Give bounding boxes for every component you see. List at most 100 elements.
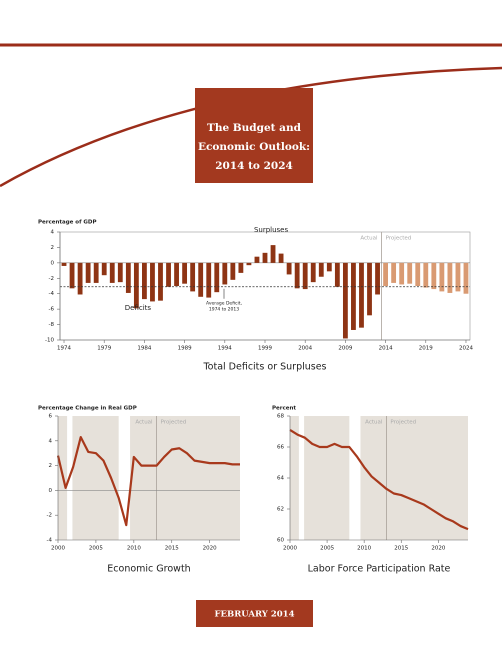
region-label: Actual (365, 420, 383, 426)
bar (61, 262, 67, 266)
y-axis-label: Percent (272, 406, 296, 412)
bar (214, 262, 220, 293)
bar (238, 262, 244, 273)
x-tick-label: 2015 (394, 546, 408, 552)
bar (278, 253, 284, 263)
annotation: Deficits (125, 304, 152, 312)
bar (246, 262, 252, 266)
bar (326, 262, 332, 272)
bar (150, 262, 155, 302)
bar (455, 262, 461, 292)
bar (270, 245, 276, 263)
x-tick-label: 2014 (379, 346, 393, 352)
bar (125, 262, 131, 293)
title-line: The Budget and (207, 122, 302, 134)
bar (367, 262, 372, 316)
data-line (56, 435, 240, 527)
recession-band (118, 416, 131, 540)
x-tick-label: 1989 (178, 346, 192, 352)
bar (302, 262, 308, 290)
region-label: Projected (161, 420, 187, 426)
bar (174, 262, 179, 286)
x-tick-label: 2005 (320, 546, 334, 552)
y-tick-label: -4 (49, 291, 55, 297)
bar (254, 256, 260, 263)
bar (310, 262, 316, 283)
bar (182, 262, 188, 284)
x-tick-label: 1984 (137, 346, 151, 352)
x-tick-label: 1999 (258, 346, 272, 352)
bar (85, 262, 91, 283)
bar (77, 262, 83, 295)
bar (318, 262, 324, 277)
bar (158, 262, 163, 301)
bar (342, 262, 348, 339)
plot-frame (59, 231, 471, 341)
y-tick-label: 60 (277, 538, 284, 544)
x-tick-label: 2010 (127, 546, 141, 552)
bar (359, 262, 364, 328)
y-tick-label: -10 (45, 338, 54, 344)
y-tick-label: 2 (51, 245, 55, 251)
chart-caption: Labor Force Participation Rate (308, 564, 451, 575)
region-label: Projected (386, 236, 412, 242)
plot-background (290, 416, 468, 540)
plot-background (58, 416, 240, 540)
title-box (195, 88, 313, 183)
x-tick-label: 2015 (165, 546, 179, 552)
bar (69, 262, 75, 289)
annotation: Average Deficit, (206, 300, 242, 306)
bar (399, 262, 405, 285)
bar (133, 262, 139, 309)
x-tick-label: 2000 (283, 546, 297, 552)
bar (463, 262, 469, 294)
date-box (196, 600, 313, 627)
bar (447, 262, 453, 293)
x-tick-label: 1974 (57, 346, 71, 352)
x-tick-label: 2009 (338, 346, 352, 352)
x-tick-label: 2024 (459, 346, 473, 352)
bar (391, 262, 397, 283)
bar (334, 262, 340, 287)
y-tick-label: 62 (277, 507, 284, 513)
bar (230, 262, 236, 280)
y-tick-label: 2 (49, 463, 53, 469)
region-label: Projected (390, 420, 416, 426)
x-tick-label: 2010 (357, 546, 371, 552)
bar (351, 262, 356, 330)
bar (423, 262, 429, 288)
bar (93, 262, 99, 283)
y-axis-label: Percentage Change in Real GDP (38, 406, 137, 412)
y-tick-label: -2 (47, 513, 52, 519)
bar (101, 262, 107, 276)
bar (294, 262, 300, 289)
y-tick-label: 68 (277, 414, 284, 420)
y-tick-label: 64 (277, 476, 284, 482)
bar (383, 262, 388, 286)
y-tick-label: -8 (49, 322, 55, 328)
bar (375, 262, 380, 295)
title-line: Economic Outlook: (198, 141, 310, 153)
bar (262, 252, 268, 263)
y-axis-label: Percentage of GDP (38, 220, 97, 226)
y-tick-label: 6 (49, 414, 53, 420)
region-label: Actual (360, 236, 378, 242)
x-tick-label: 2004 (298, 346, 312, 352)
bar (439, 262, 445, 292)
x-tick-label: 2005 (89, 546, 103, 552)
report-date: FEBRUARY 2014 (215, 610, 295, 620)
y-tick-label: -2 (49, 276, 54, 282)
y-tick-label: -4 (47, 538, 53, 544)
region-label: Actual (135, 420, 153, 426)
x-tick-label: 1994 (218, 346, 232, 352)
data-line (289, 429, 469, 531)
y-tick-label: -6 (49, 307, 55, 313)
bar (431, 262, 437, 290)
y-tick-label: 66 (277, 445, 284, 451)
x-tick-label: 2020 (203, 546, 217, 552)
bar (190, 262, 196, 292)
bar (407, 262, 413, 284)
bar (222, 262, 228, 285)
bar (286, 262, 292, 275)
